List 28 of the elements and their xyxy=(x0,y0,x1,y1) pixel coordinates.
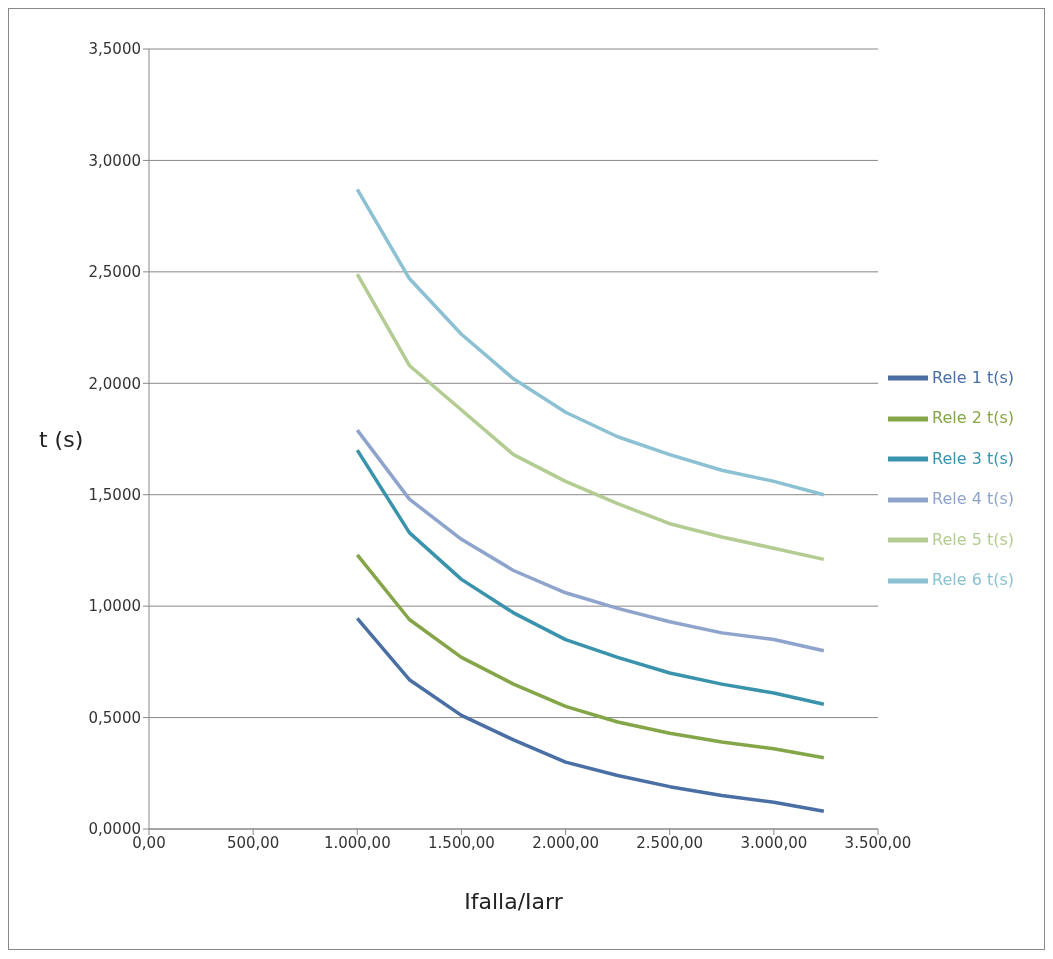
y-tick-label: 1,5000 xyxy=(88,486,141,505)
legend-label: Rele 3 t(s) xyxy=(932,448,1014,468)
y-tick-label: 2,5000 xyxy=(88,263,141,282)
y-tick-label: 3,0000 xyxy=(88,151,141,170)
x-tick-label: 2.500,00 xyxy=(636,833,704,852)
line-series xyxy=(355,187,826,497)
line-series xyxy=(355,272,826,562)
x-tick-label: 1.500,00 xyxy=(428,833,495,852)
x-tick-label: 500,00 xyxy=(226,833,280,852)
legend-label: Rele 1 t(s) xyxy=(932,367,1014,387)
x-tick-label: 2.000,00 xyxy=(532,833,599,852)
x-tick-label: 1.000,00 xyxy=(323,833,391,852)
legend-label: Rele 5 t(s) xyxy=(932,529,1014,549)
legend-label: Rele 4 t(s) xyxy=(932,489,1014,508)
legend-label: Rele 6 t(s) xyxy=(932,570,1014,589)
x-tick-label: 3.500,00 xyxy=(844,833,912,852)
x-tick-label: 3.000,00 xyxy=(740,833,808,852)
line-series xyxy=(355,428,826,653)
y-tick-label: 1,0000 xyxy=(88,597,141,616)
y-tick-label: 0,5000 xyxy=(88,708,141,727)
y-axis-title: t (s) xyxy=(39,426,84,452)
legend-label: Rele 2 t(s) xyxy=(932,408,1014,427)
x-axis-title: Ifalla/Iarr xyxy=(464,889,564,914)
line-series xyxy=(355,553,826,760)
line-series xyxy=(355,616,826,813)
line-series xyxy=(355,448,826,706)
y-tick-label: 3,5000 xyxy=(88,40,141,59)
y-tick-label: 2,0000 xyxy=(88,374,141,393)
